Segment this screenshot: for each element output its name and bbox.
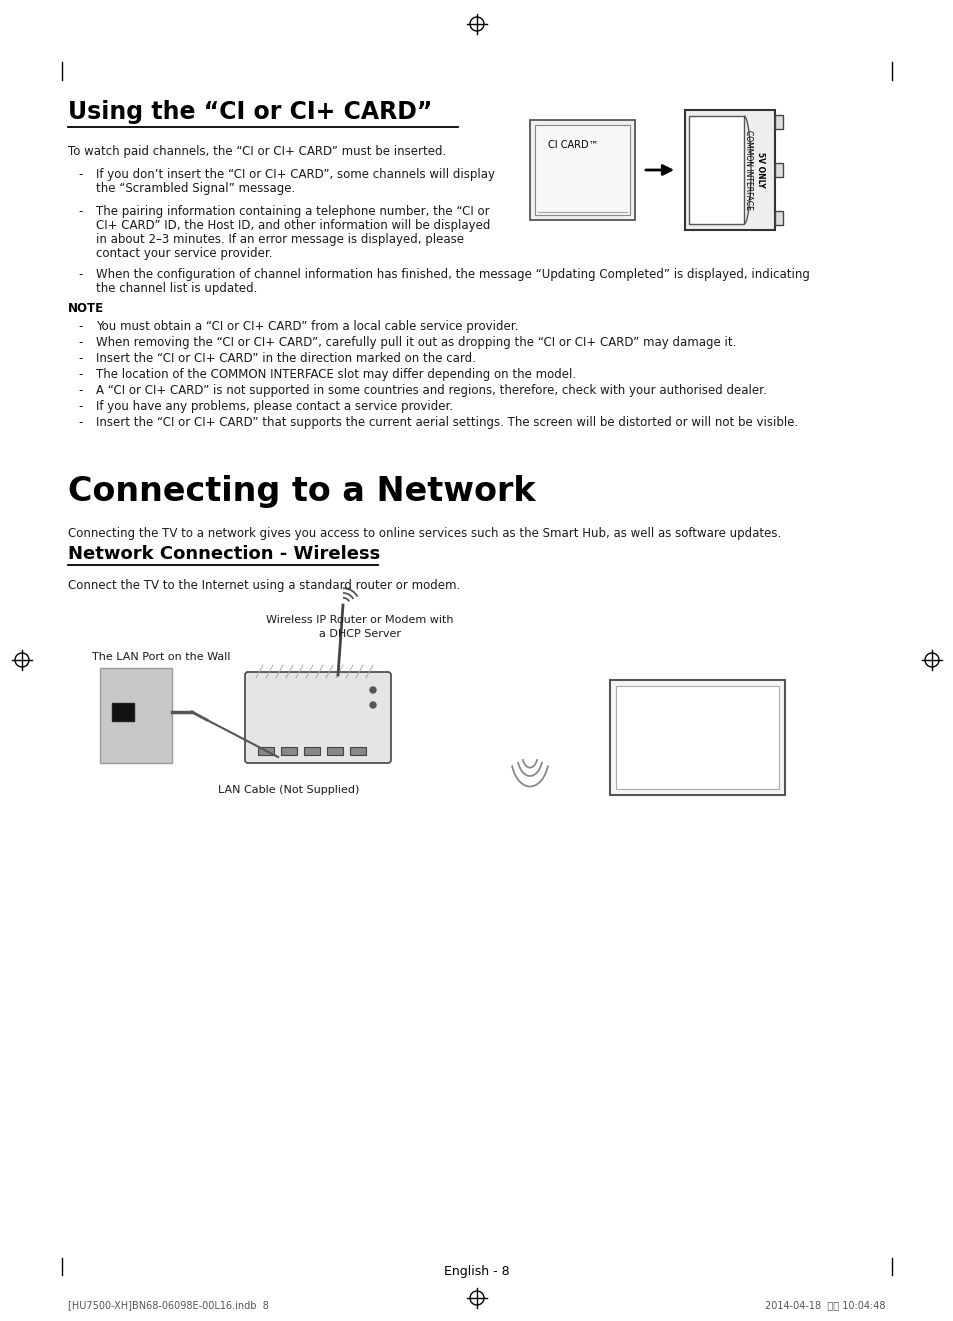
Text: a DHCP Server: a DHCP Server xyxy=(318,629,400,639)
Text: The pairing information containing a telephone number, the “CI or: The pairing information containing a tel… xyxy=(96,205,489,218)
Bar xyxy=(684,110,774,230)
Text: Connecting the TV to a network gives you access to online services such as the S: Connecting the TV to a network gives you… xyxy=(68,527,781,540)
Text: -: - xyxy=(78,336,82,349)
Text: LAN Cable (Not Supplied): LAN Cable (Not Supplied) xyxy=(218,785,359,795)
FancyBboxPatch shape xyxy=(530,120,635,221)
Text: -: - xyxy=(78,168,82,181)
Text: -: - xyxy=(78,400,82,413)
Text: Network Connection - Wireless: Network Connection - Wireless xyxy=(68,546,380,563)
Text: English - 8: English - 8 xyxy=(444,1266,509,1277)
Bar xyxy=(688,116,743,225)
Text: -: - xyxy=(78,384,82,398)
Bar xyxy=(327,746,343,756)
Text: the channel list is updated.: the channel list is updated. xyxy=(96,281,257,295)
Text: -: - xyxy=(78,369,82,380)
Text: The location of the COMMON INTERFACE slot may differ depending on the model.: The location of the COMMON INTERFACE slo… xyxy=(96,369,576,380)
Text: If you have any problems, please contact a service provider.: If you have any problems, please contact… xyxy=(96,400,453,413)
Bar xyxy=(609,680,784,795)
Text: COMMON INTERFACE: COMMON INTERFACE xyxy=(743,129,753,210)
Circle shape xyxy=(370,701,375,708)
Text: -: - xyxy=(78,205,82,218)
FancyBboxPatch shape xyxy=(535,125,629,215)
Text: -: - xyxy=(78,320,82,333)
Text: Insert the “CI or CI+ CARD” in the direction marked on the card.: Insert the “CI or CI+ CARD” in the direc… xyxy=(96,351,476,365)
Bar xyxy=(281,746,296,756)
Text: Insert the “CI or CI+ CARD” that supports the current aerial settings. The scree: Insert the “CI or CI+ CARD” that support… xyxy=(96,416,798,429)
Text: CI+ CARD” ID, the Host ID, and other information will be displayed: CI+ CARD” ID, the Host ID, and other inf… xyxy=(96,219,490,232)
Text: Wireless IP Router or Modem with: Wireless IP Router or Modem with xyxy=(266,616,454,625)
Text: A “CI or CI+ CARD” is not supported in some countries and regions, therefore, ch: A “CI or CI+ CARD” is not supported in s… xyxy=(96,384,766,398)
Text: -: - xyxy=(78,268,82,281)
Circle shape xyxy=(370,687,375,694)
Bar xyxy=(100,668,172,764)
Text: 2014-04-18  오전 10:04:48: 2014-04-18 오전 10:04:48 xyxy=(764,1300,885,1310)
Bar xyxy=(774,115,782,129)
Bar xyxy=(257,746,274,756)
Text: CI CARD™: CI CARD™ xyxy=(547,140,598,151)
Text: Connect the TV to the Internet using a standard router or modem.: Connect the TV to the Internet using a s… xyxy=(68,579,459,592)
Text: To watch paid channels, the “CI or CI+ CARD” must be inserted.: To watch paid channels, the “CI or CI+ C… xyxy=(68,145,446,159)
Text: The LAN Port on the Wall: The LAN Port on the Wall xyxy=(91,653,231,662)
Text: You must obtain a “CI or CI+ CARD” from a local cable service provider.: You must obtain a “CI or CI+ CARD” from … xyxy=(96,320,517,333)
Text: [HU7500-XH]BN68-06098E-00L16.indb  8: [HU7500-XH]BN68-06098E-00L16.indb 8 xyxy=(68,1300,269,1310)
Text: in about 2–3 minutes. If an error message is displayed, please: in about 2–3 minutes. If an error messag… xyxy=(96,232,463,246)
Text: contact your service provider.: contact your service provider. xyxy=(96,247,273,260)
Bar xyxy=(350,746,366,756)
Text: -: - xyxy=(78,351,82,365)
Bar xyxy=(112,703,133,721)
FancyBboxPatch shape xyxy=(245,672,391,764)
Bar xyxy=(774,162,782,177)
Text: Using the “CI or CI+ CARD”: Using the “CI or CI+ CARD” xyxy=(68,100,432,124)
Text: Connecting to a Network: Connecting to a Network xyxy=(68,476,535,509)
Text: When the configuration of channel information has finished, the message “Updatin: When the configuration of channel inform… xyxy=(96,268,809,281)
Bar xyxy=(616,686,779,789)
Bar xyxy=(774,211,782,225)
Text: NOTE: NOTE xyxy=(68,303,104,314)
Text: the “Scrambled Signal” message.: the “Scrambled Signal” message. xyxy=(96,182,294,196)
Text: If you don’t insert the “CI or CI+ CARD”, some channels will display: If you don’t insert the “CI or CI+ CARD”… xyxy=(96,168,495,181)
Text: When removing the “CI or CI+ CARD”, carefully pull it out as dropping the “CI or: When removing the “CI or CI+ CARD”, care… xyxy=(96,336,736,349)
Text: -: - xyxy=(78,416,82,429)
Bar xyxy=(304,746,319,756)
Text: 5V ONLY: 5V ONLY xyxy=(756,152,764,188)
